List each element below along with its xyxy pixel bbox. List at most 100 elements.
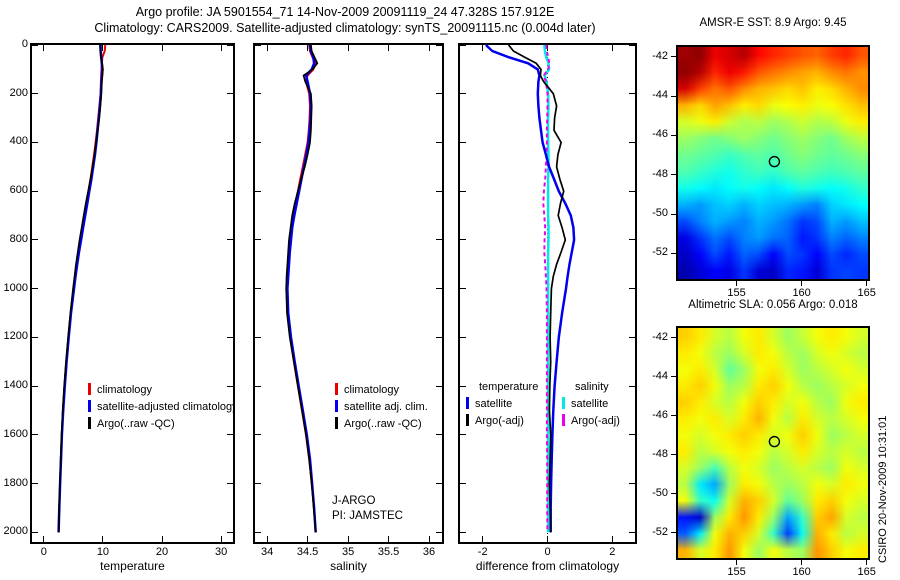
depth-tick-label: 600 xyxy=(9,184,28,197)
x-tick-label: 35.5 xyxy=(377,546,400,558)
y-tick xyxy=(460,483,466,485)
map-y-tick xyxy=(671,493,676,495)
csiro-timestamp: CSIRO 20-Nov-2009 10:31:01 xyxy=(877,415,889,563)
x-tick xyxy=(482,536,484,542)
y-tick xyxy=(629,336,635,338)
map-y-tick-label: -52 xyxy=(652,246,668,259)
y-tick xyxy=(32,434,38,436)
map-y-tick-label: -52 xyxy=(652,525,668,538)
sst-map-frame xyxy=(676,45,870,281)
y-tick xyxy=(227,531,233,533)
legend-group-salinity: salinity satellite Argo(-adj) xyxy=(562,379,620,430)
difference-axis-label: difference from climatology xyxy=(475,559,620,573)
map-y-tick-label: -50 xyxy=(652,486,668,499)
x-tick-label: 2 xyxy=(609,546,616,558)
y-tick xyxy=(629,483,635,485)
salinity-panel xyxy=(253,43,444,544)
x-tick xyxy=(547,536,548,542)
legend-group-header: salinity xyxy=(575,381,609,393)
legend-label: satellite xyxy=(571,398,609,410)
legend-entry: satellite xyxy=(466,396,538,413)
x-tick-label: 30 xyxy=(215,546,228,558)
y-tick xyxy=(460,434,466,436)
map-x-tick-label: 160 xyxy=(792,287,811,299)
map-y-tick xyxy=(671,454,676,456)
y-tick xyxy=(629,531,635,533)
y-tick xyxy=(255,385,261,387)
x-tick xyxy=(388,45,390,51)
legend-label: Argo(..raw -QC) xyxy=(344,418,422,430)
map-y-tick-label: -50 xyxy=(652,207,668,220)
map-y-tick xyxy=(671,174,676,176)
y-tick xyxy=(227,141,233,143)
y-tick xyxy=(32,93,38,95)
y-tick xyxy=(227,44,233,46)
x-tick-label: 34.5 xyxy=(296,546,319,558)
x-tick xyxy=(347,45,349,51)
x-tick-label: 20 xyxy=(155,546,169,558)
depth-tick-label: 200 xyxy=(9,86,28,99)
temperature-axis-label: temperature xyxy=(100,559,165,573)
depth-tick-label: 1400 xyxy=(3,379,28,392)
x-tick xyxy=(611,45,613,51)
depth-tick-label: 1800 xyxy=(3,476,28,489)
map-y-tick xyxy=(671,252,676,254)
map-x-tick-label: 165 xyxy=(857,287,876,299)
y-tick xyxy=(255,288,261,290)
map-y-tick xyxy=(671,337,676,339)
depth-tick-label: 0 xyxy=(21,38,28,50)
y-tick xyxy=(629,190,635,192)
x-tick-label: 10 xyxy=(96,546,110,558)
figure-title-line1: Argo profile: JA 5901554_71 14-Nov-2009 … xyxy=(135,5,555,19)
y-tick xyxy=(629,44,635,46)
y-tick xyxy=(32,239,38,241)
map-y-tick-label: -46 xyxy=(652,128,668,141)
difference-panel xyxy=(458,43,637,544)
y-tick xyxy=(436,44,442,46)
y-tick xyxy=(227,239,233,241)
map-y-tick xyxy=(671,95,676,97)
y-tick xyxy=(629,434,635,436)
x-tick xyxy=(307,45,309,51)
map-x-tick-label: 165 xyxy=(857,566,876,578)
y-tick xyxy=(436,531,442,533)
map-x-tick-label: 160 xyxy=(792,566,811,578)
map-y-tick xyxy=(671,56,676,58)
y-tick xyxy=(460,385,466,387)
map-x-tick xyxy=(866,560,868,565)
map-x-tick xyxy=(801,281,803,286)
y-tick xyxy=(629,288,635,290)
y-tick xyxy=(227,288,233,290)
x-tick-label: -2 xyxy=(477,546,488,558)
x-tick xyxy=(428,536,430,542)
map-y-tick xyxy=(671,415,676,417)
y-tick xyxy=(32,190,38,192)
x-tick xyxy=(220,45,222,51)
legend-label: Argo(..raw -QC) xyxy=(97,418,175,430)
x-tick xyxy=(428,45,430,51)
y-tick xyxy=(255,141,261,143)
y-tick xyxy=(255,434,261,436)
y-tick xyxy=(460,93,466,95)
y-tick xyxy=(460,190,466,192)
legend-entry: satellite adj. clim. xyxy=(335,399,428,416)
y-tick xyxy=(436,434,442,436)
x-tick xyxy=(161,45,163,51)
salinity-axis-label: salinity xyxy=(330,559,367,573)
y-tick xyxy=(32,531,38,533)
y-tick xyxy=(227,385,233,387)
x-tick xyxy=(347,536,349,542)
legend-label: satellite adj. clim. xyxy=(344,401,428,413)
legend-color-sample xyxy=(335,417,338,429)
legend-color-sample xyxy=(562,414,565,426)
legend-group-header: temperature xyxy=(479,381,539,393)
y-tick xyxy=(32,141,38,143)
y-tick xyxy=(436,385,442,387)
legend-color-sample xyxy=(335,383,338,395)
legend-label: Argo(-adj) xyxy=(571,415,620,427)
x-tick xyxy=(611,536,613,542)
legend-color-sample xyxy=(562,397,565,409)
legend-label: climatology xyxy=(97,384,153,396)
y-tick xyxy=(460,336,466,338)
map-y-tick-label: -44 xyxy=(652,89,668,102)
